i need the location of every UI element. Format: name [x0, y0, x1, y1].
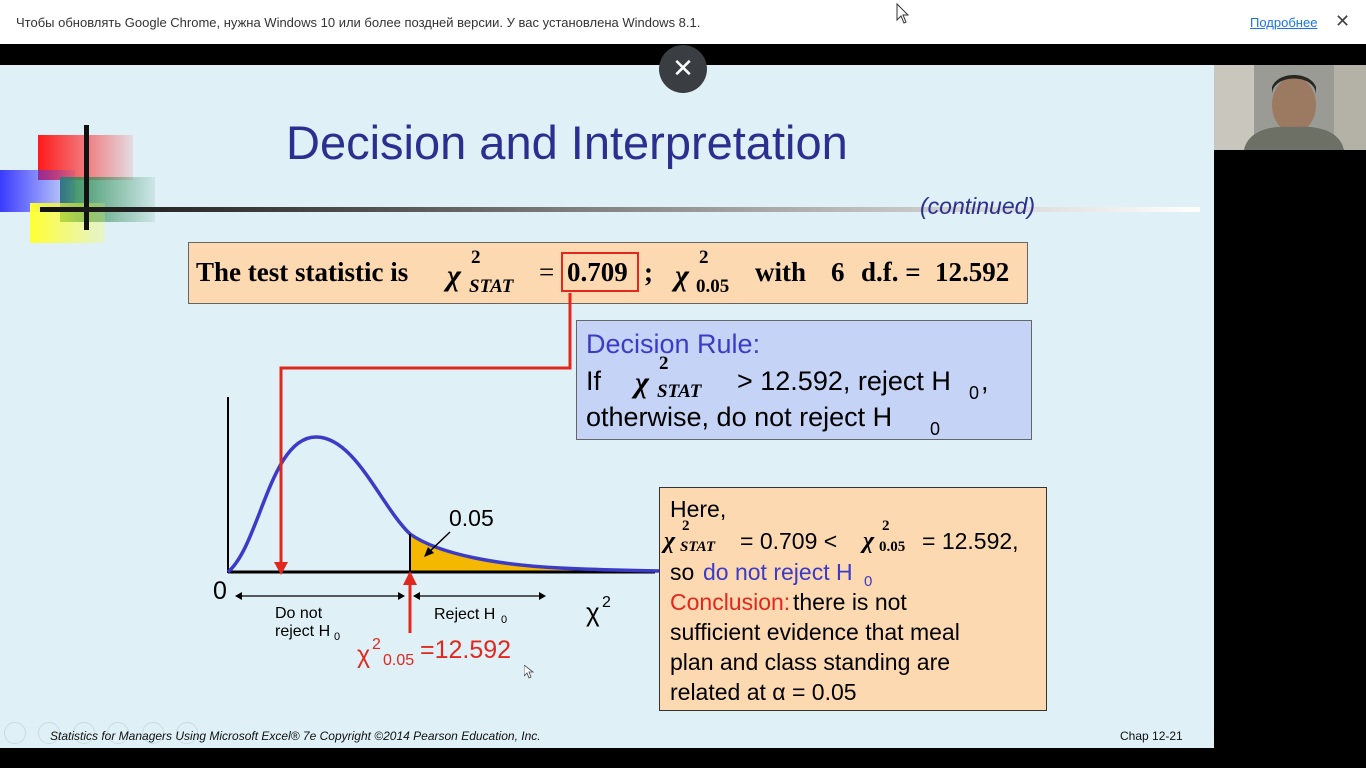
- critical-chi-subscript: 0.05: [383, 652, 414, 669]
- slide: Decision and Interpretation (continued) …: [0, 65, 1214, 748]
- df-number: 6: [831, 257, 845, 287]
- reject-region-subscript: 0: [501, 614, 507, 626]
- infobar-message: Чтобы обновлять Google Chrome, нужна Win…: [16, 15, 701, 30]
- chi-symbol: χ: [447, 259, 461, 292]
- conclusion-label: Conclusion:: [670, 589, 791, 615]
- decision-rule-heading: Decision Rule:: [586, 329, 761, 359]
- nav-icon-2[interactable]: [38, 722, 61, 744]
- reject-region-label: Reject H: [434, 606, 495, 623]
- rule-h0-subscript: 0: [969, 383, 980, 403]
- here-stat-text: = 0.709 <: [740, 528, 838, 554]
- reject-arrow-right-head: [539, 592, 546, 600]
- rejection-region: [410, 534, 640, 572]
- mouse-cursor-icon: [896, 2, 910, 24]
- infobar-close-button[interactable]: ✕: [1335, 11, 1351, 31]
- alpha-pointer-head: [424, 547, 434, 557]
- statistic-connector: [279, 293, 572, 565]
- prev-slide-icon[interactable]: [4, 722, 26, 744]
- conclusion-line1: there is not: [793, 589, 907, 615]
- here-chi-superscript: 2: [682, 518, 690, 534]
- mouse-pointer-icon: [524, 665, 535, 679]
- origin-label: 0: [213, 577, 227, 605]
- reject-h0-subscript: 0: [334, 631, 340, 643]
- rule-chi-symbol: χ: [635, 366, 649, 399]
- df-label: d.f. =: [861, 257, 921, 287]
- here-crit-subscript: 0.05: [879, 539, 906, 555]
- conclusion-line2: sufficient evidence that meal: [670, 619, 960, 645]
- continued-label: (continued): [920, 193, 1036, 219]
- here-stat-subscript: STAT: [680, 539, 716, 555]
- do-not-reject-subscript: 0: [864, 573, 873, 590]
- alpha-label: 0.05: [449, 505, 494, 531]
- close-presentation-button[interactable]: ✕: [659, 45, 707, 93]
- right-black-area: [1214, 150, 1366, 748]
- rule-chi-superscript: 2: [659, 353, 669, 374]
- critical-value: 12.592: [935, 257, 1010, 287]
- chi-superscript: 2: [471, 247, 481, 268]
- chi-crit-superscript: 2: [699, 247, 709, 268]
- chi-crit-symbol: χ: [675, 259, 689, 292]
- test-statistic-value: 0.709: [567, 257, 628, 287]
- rule-otherwise-subscript: 0: [930, 419, 941, 439]
- test-statistic-lead: The test statistic is: [196, 257, 409, 287]
- more-info-link[interactable]: Подробнее: [1250, 15, 1318, 30]
- with-label: with: [755, 257, 807, 287]
- bottom-black-strip: [0, 748, 1366, 768]
- more-options-icon[interactable]: [176, 722, 199, 744]
- slides-icon[interactable]: [107, 722, 130, 744]
- statistic-arrow-head: [274, 562, 288, 575]
- slide-nav-controls: [4, 722, 199, 744]
- density-curve: [226, 435, 661, 574]
- alpha-pointer: [427, 531, 451, 554]
- critical-chi-label: χ: [357, 641, 370, 669]
- conclusion-line3: plan and class standing are: [670, 649, 951, 675]
- chi-square-distribution-diagram: 0.05 0 Do not reject H 0 Reject H 0 χ 2 …: [213, 293, 661, 669]
- zoom-icon[interactable]: [141, 722, 164, 744]
- webcam-video[interactable]: [1214, 65, 1366, 150]
- here-label: Here,: [670, 496, 727, 522]
- axis-chi-superscript: 2: [602, 594, 611, 611]
- rule-stat-subscript: STAT: [657, 381, 702, 402]
- presenter-video-icon: [1214, 65, 1366, 150]
- do-not-reject-arrow-left-head: [235, 592, 242, 600]
- title-rule: [40, 207, 1200, 212]
- equals-sign: =: [539, 257, 555, 287]
- critical-value-label: =12.592: [420, 636, 511, 664]
- do-not-label: Do not: [275, 605, 323, 622]
- critical-chi-superscript: 2: [372, 636, 381, 653]
- critical-arrow-head: [403, 571, 417, 585]
- here-crit-superscript: 2: [882, 518, 890, 534]
- rule-otherwise: otherwise, do not reject H: [586, 402, 893, 432]
- do-not-reject-text: do not reject H: [703, 559, 853, 585]
- rule-condition: > 12.592, reject H: [737, 366, 951, 396]
- reject-h0-label: reject H: [275, 623, 330, 640]
- crit-subscript: 0.05: [696, 276, 730, 297]
- here-crit-text: = 12.592,: [922, 528, 1019, 554]
- axis-chi-label: χ: [586, 597, 600, 627]
- here-chi-symbol: χ: [664, 528, 676, 554]
- interpretation-box: Here, χ 2 STAT = 0.709 < χ 2 0.05 = 12.5…: [659, 487, 1047, 711]
- update-infobar: Чтобы обновлять Google Chrome, нужна Win…: [0, 0, 1366, 44]
- slide-title: Decision and Interpretation: [286, 116, 848, 169]
- conclusion-line4: related at α = 0.05: [670, 679, 857, 705]
- slide-number: Chap 12-21: [1120, 729, 1183, 743]
- if-label: If: [586, 366, 602, 396]
- so-label: so: [670, 559, 695, 585]
- test-statistic-highlight: [561, 252, 639, 292]
- stat-subscript: STAT: [469, 276, 514, 297]
- rule-comma: ,: [981, 366, 989, 396]
- decision-rule-box: Decision Rule: If χ 2 STAT > 12.592, rej…: [576, 320, 1032, 440]
- pen-icon[interactable]: [72, 722, 95, 744]
- slide-footer-copyright: Statistics for Managers Using Microsoft …: [50, 729, 541, 743]
- reject-arrow-left-head: [413, 592, 420, 600]
- do-not-reject-arrow-right-head: [398, 592, 405, 600]
- semicolon: ;: [644, 257, 653, 287]
- here-crit-symbol: χ: [863, 528, 875, 554]
